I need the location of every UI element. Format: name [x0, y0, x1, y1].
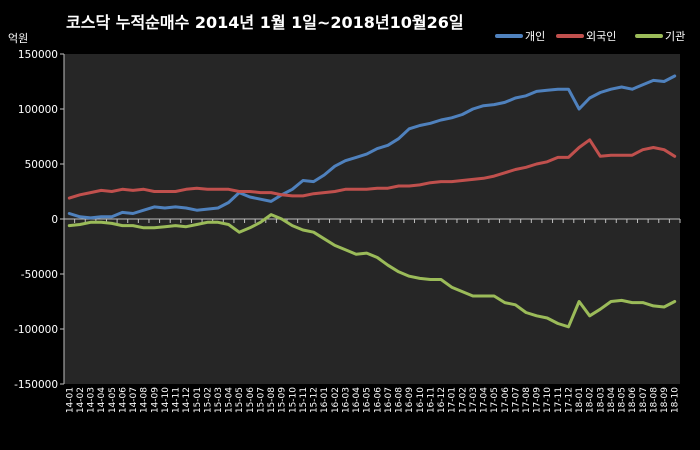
x-tick-label: 15-04 [225, 387, 235, 413]
x-tick-label: 15-02 [203, 387, 213, 413]
x-tick-label: 16-11 [426, 387, 436, 413]
x-tick-label: 17-01 [448, 387, 458, 413]
x-tick-label: 18-03 [596, 387, 606, 413]
x-tick-label: 18-04 [607, 387, 617, 413]
x-tick-label: 14-12 [182, 387, 192, 413]
y-tick-label: -150000 [14, 379, 58, 391]
x-tick-label: 14-05 [108, 387, 118, 413]
x-tick-label: 18-05 [618, 387, 628, 413]
y-tick-label: 100000 [18, 104, 58, 116]
x-tick-label: 17-08 [522, 387, 532, 413]
x-tick-label: 17-09 [533, 387, 543, 413]
x-tick-label: 15-03 [214, 387, 224, 413]
x-tick-label: 14-08 [140, 387, 150, 413]
x-tick-label: 14-06 [118, 387, 128, 413]
x-tick-label: 16-10 [416, 387, 426, 413]
x-tick-label: 18-09 [660, 387, 670, 413]
x-tick-label: 14-11 [172, 387, 182, 413]
x-tick-label: 17-12 [564, 387, 574, 413]
x-tick-label: 14-03 [87, 387, 97, 413]
x-tick-label: 17-11 [554, 387, 564, 413]
x-tick-label: 16-08 [395, 387, 405, 413]
y-tick-label: 150000 [18, 49, 58, 61]
x-tick-label: 18-02 [586, 387, 596, 413]
x-tick-label: 16-05 [363, 387, 373, 413]
x-tick-label: 17-10 [543, 387, 553, 413]
y-axis-unit-label: 억원 [8, 32, 28, 45]
x-tick-label: 15-05 [235, 387, 245, 413]
x-tick-label: 14-09 [150, 387, 160, 413]
legend-label: 외국인 [586, 30, 616, 43]
x-tick-label: 16-06 [373, 387, 383, 413]
x-tick-label: 14-02 [76, 387, 86, 413]
x-tick-label: 18-01 [575, 387, 585, 413]
y-tick-label: 50000 [25, 159, 58, 171]
series-line [67, 138, 677, 200]
x-tick-label: 16-12 [437, 387, 447, 413]
x-tick-label: 16-02 [331, 387, 341, 413]
x-tick-label: 15-07 [256, 387, 266, 413]
axes: 150000 100000 50000 0 -50000 -100000 -150000 14… [14, 49, 681, 413]
x-tick-label: 16-09 [405, 387, 415, 413]
x-tick-label: 15-01 [193, 387, 203, 413]
x-tick-label: 17-06 [501, 387, 511, 413]
y-tick-label: 0 [51, 214, 58, 226]
x-tick-label: 18-07 [639, 387, 649, 413]
x-tick-label: 15-12 [310, 387, 320, 413]
x-tick-label: 18-10 [671, 387, 681, 413]
series-layer [67, 74, 677, 329]
x-tick-label: 17-07 [511, 387, 521, 413]
x-tick-label: 16-01 [320, 387, 330, 413]
x-tick-label: 17-02 [458, 387, 468, 413]
y-tick-label: -50000 [21, 269, 58, 281]
series-line [67, 213, 677, 329]
legend-label: 개인 [525, 30, 545, 43]
x-tick-label: 15-09 [278, 387, 288, 413]
legend: 개인 외국인 기관 [495, 30, 685, 43]
x-tick-label: 15-11 [299, 387, 309, 413]
x-tick-label: 17-03 [469, 387, 479, 413]
x-tick-label: 18-08 [649, 387, 659, 413]
x-tick-label: 16-07 [384, 387, 394, 413]
x-tick-label: 16-04 [352, 387, 362, 413]
x-tick-label: 17-04 [480, 387, 490, 413]
chart-title: 코스닥 누적순매수 2014년 1월 1일~2018년10월26일 [66, 13, 464, 32]
series-line [67, 74, 677, 220]
legend-label: 기관 [665, 30, 685, 43]
y-tick-label: -100000 [14, 324, 58, 336]
x-tick-label: 14-04 [97, 387, 107, 413]
x-tick-label: 16-03 [341, 387, 351, 413]
x-tick-label: 14-01 [65, 387, 75, 413]
x-tick-label: 14-07 [129, 387, 139, 413]
x-tick-label: 15-08 [267, 387, 277, 413]
x-tick-label: 17-05 [490, 387, 500, 413]
x-tick-label: 15-10 [288, 387, 298, 413]
x-tick-label: 15-06 [246, 387, 256, 413]
x-tick-label: 18-06 [628, 387, 638, 413]
x-tick-label: 14-10 [161, 387, 171, 413]
